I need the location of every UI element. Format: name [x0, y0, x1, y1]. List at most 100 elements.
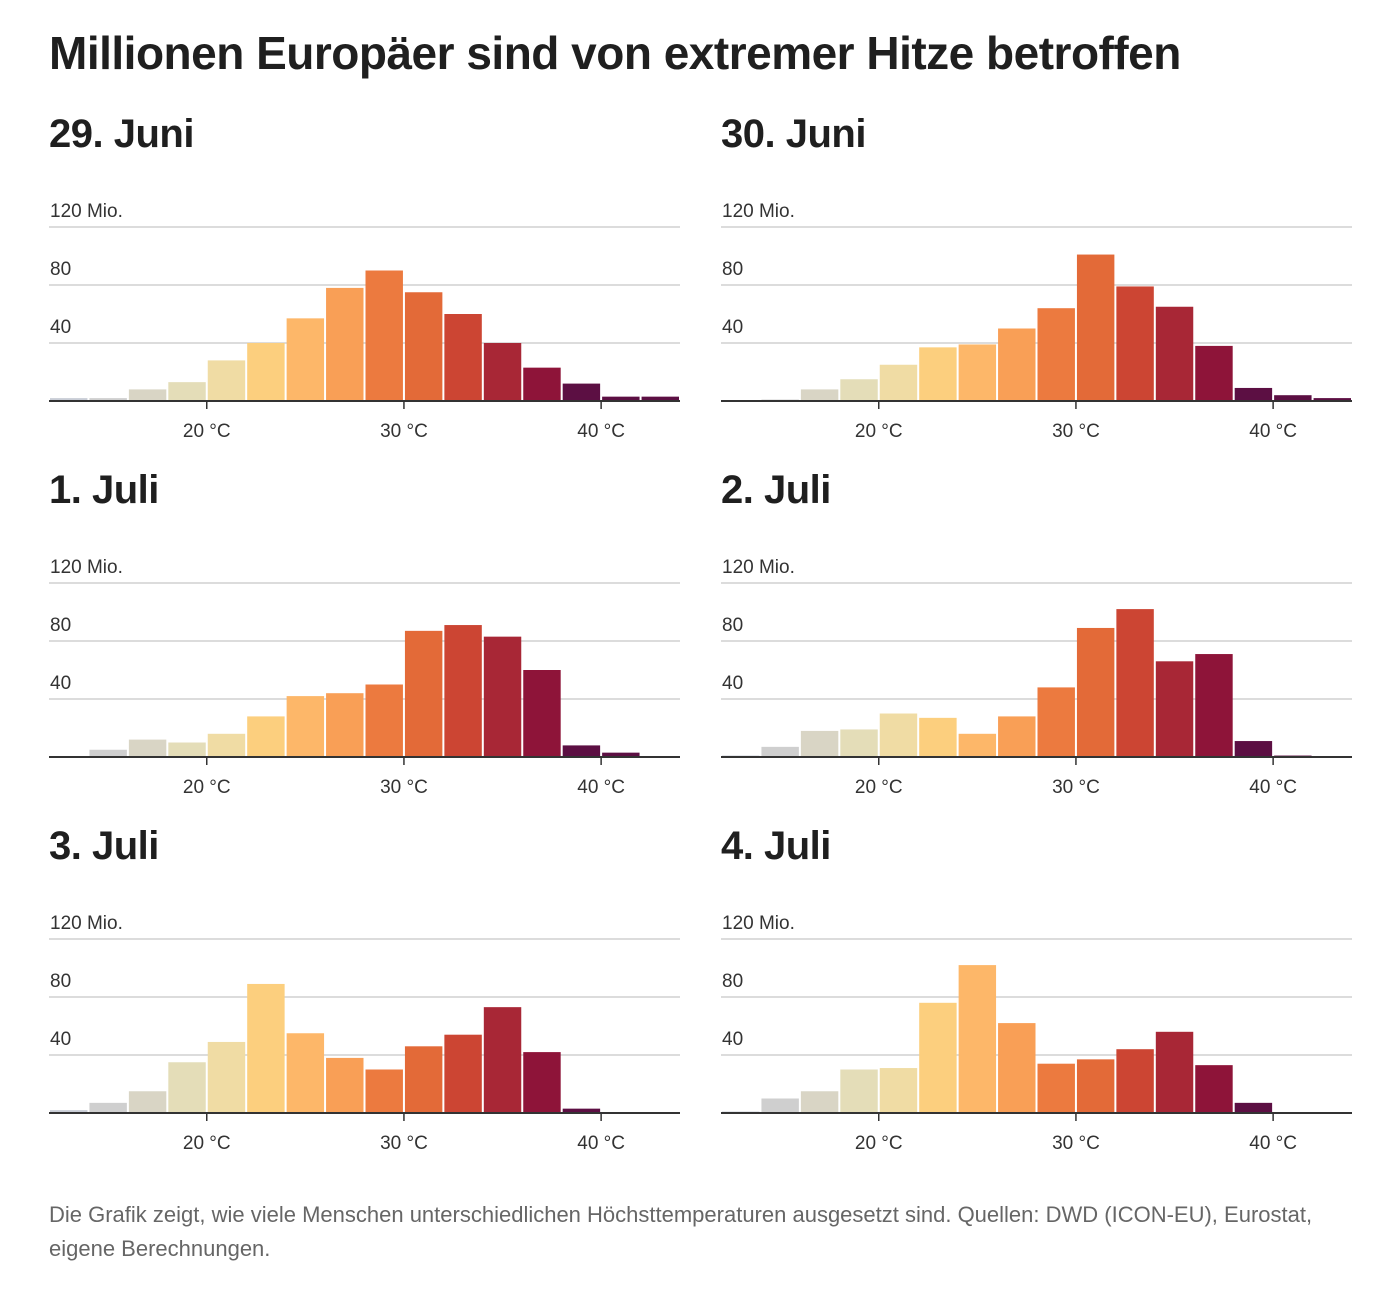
histogram-bar [562, 383, 601, 401]
histogram-bar [404, 1046, 443, 1113]
histogram-bar [562, 745, 601, 757]
y-tick-label: 40 [722, 317, 743, 338]
x-tick-label: 30 °C [1052, 1133, 1100, 1154]
histogram-bar [444, 314, 482, 401]
x-tick-label: 40 °C [1249, 1133, 1297, 1154]
y-tick-label: 80 [722, 615, 743, 636]
x-tick-label: 30 °C [380, 777, 428, 798]
histogram-bar [168, 1062, 206, 1113]
histogram-bar [404, 630, 443, 757]
small-multiple-panel: 3. Juli 120 Mio. 80 40 20 °C 30 °C 40 °C [49, 824, 681, 1164]
x-tick-label: 30 °C [380, 421, 428, 442]
histogram-bar [998, 1023, 1036, 1113]
x-tick-label: 40 °C [1249, 777, 1297, 798]
panel-title: 1. Juli [49, 468, 159, 512]
x-tick-label: 20 °C [183, 777, 231, 798]
histogram-bar [1076, 627, 1115, 757]
histogram-bar [919, 1002, 957, 1113]
histogram-bar [998, 328, 1036, 401]
histogram-bar [1037, 308, 1075, 401]
x-tick-label: 20 °C [855, 421, 903, 442]
x-tick-label: 40 °C [577, 777, 625, 798]
histogram-bar [89, 749, 127, 757]
histogram-bar [958, 733, 997, 757]
histogram-bar [365, 684, 403, 757]
y-tick-label: 80 [50, 971, 71, 992]
x-tick-label: 30 °C [1052, 421, 1100, 442]
x-tick-label: 40 °C [577, 421, 625, 442]
small-multiple-panel: 2. Juli 120 Mio. 80 40 20 °C 30 °C 40 °C [721, 468, 1353, 808]
histogram-bar [919, 717, 957, 757]
histogram-bar [444, 1034, 482, 1113]
histogram-bar [247, 983, 285, 1113]
y-tick-label: 40 [722, 673, 743, 694]
y-tick-label: 40 [50, 317, 71, 338]
histogram-bar [919, 347, 957, 401]
histogram-bar [89, 1102, 127, 1113]
histogram-bar [89, 398, 127, 401]
histogram-bar [1155, 306, 1194, 401]
histogram-bar [840, 379, 878, 401]
histogram-bar [1234, 387, 1273, 401]
histogram-bar [523, 1052, 561, 1113]
y-tick-label: 120 Mio. [722, 557, 795, 578]
y-tick-label: 40 [50, 1029, 71, 1050]
histogram-bar [404, 292, 443, 401]
histogram-bar [998, 716, 1036, 757]
y-tick-label: 120 Mio. [722, 913, 795, 934]
histogram-bar [1313, 398, 1351, 401]
histogram-bar [286, 1033, 325, 1113]
y-tick-label: 80 [722, 971, 743, 992]
histogram-bar [444, 625, 482, 757]
small-multiple-panel: 30. Juni 120 Mio. 80 40 20 °C 30 °C 40 °C [721, 112, 1353, 452]
panel-title: 30. Juni [721, 112, 866, 156]
y-tick-label: 120 Mio. [50, 913, 123, 934]
histogram-bar [761, 746, 799, 757]
histogram-bar [879, 713, 918, 757]
histogram-bar [840, 1069, 878, 1113]
small-multiple-panel: 1. Juli 120 Mio. 80 40 20 °C 30 °C 40 °C [49, 468, 681, 808]
histogram-bar [1116, 609, 1154, 757]
histogram-bar [483, 636, 522, 757]
histogram-bar [1037, 687, 1075, 757]
histogram-bar [562, 1108, 601, 1113]
y-tick-label: 80 [50, 259, 71, 280]
x-tick-label: 20 °C [855, 777, 903, 798]
histogram-bar [800, 730, 839, 757]
y-tick-label: 120 Mio. [50, 201, 123, 222]
small-multiple-panel: 29. Juni 120 Mio. 80 40 20 °C 30 °C 40 °C [49, 112, 681, 452]
y-tick-label: 80 [722, 259, 743, 280]
histogram-bar [50, 398, 88, 401]
histogram-chart: 120 Mio. 80 40 20 °C 30 °C 40 °C [721, 201, 1352, 442]
histogram-bar [1195, 1065, 1233, 1113]
histogram-bar [1116, 286, 1154, 401]
histogram-bar [641, 396, 679, 401]
histogram-chart: 120 Mio. 80 40 20 °C 30 °C 40 °C [49, 913, 680, 1154]
histogram-bar [50, 1110, 88, 1113]
histogram-bar [168, 382, 206, 401]
x-tick-label: 20 °C [855, 1133, 903, 1154]
histogram-bar [879, 1068, 918, 1113]
histogram-bar [247, 716, 285, 757]
y-tick-label: 40 [722, 1029, 743, 1050]
histogram-bar [247, 343, 285, 401]
histogram-bar [602, 752, 640, 757]
histogram-bar [1076, 1059, 1115, 1113]
histogram-bar [286, 318, 325, 401]
source-footnote: Die Grafik zeigt, wie viele Menschen unt… [49, 1202, 1313, 1261]
chart-title: Millionen Europäer sind von extremer Hit… [49, 27, 1181, 79]
panel-title: 4. Juli [721, 824, 831, 868]
histogram-bar [840, 729, 878, 757]
y-tick-label: 80 [50, 615, 71, 636]
histogram-chart: 120 Mio. 80 40 20 °C 30 °C 40 °C [721, 913, 1352, 1154]
histogram-chart: 120 Mio. 80 40 20 °C 30 °C 40 °C [49, 557, 680, 798]
panel-title: 2. Juli [721, 468, 831, 512]
histogram-bar [286, 696, 325, 757]
histogram-bar [207, 733, 246, 757]
small-multiple-panel: 4. Juli 120 Mio. 80 40 20 °C 30 °C 40 °C [721, 824, 1353, 1164]
histogram-bar [800, 1091, 839, 1113]
histogram-bar [1155, 661, 1194, 757]
histogram-bar [365, 270, 403, 401]
histogram-bar [523, 367, 561, 401]
x-tick-label: 20 °C [183, 421, 231, 442]
